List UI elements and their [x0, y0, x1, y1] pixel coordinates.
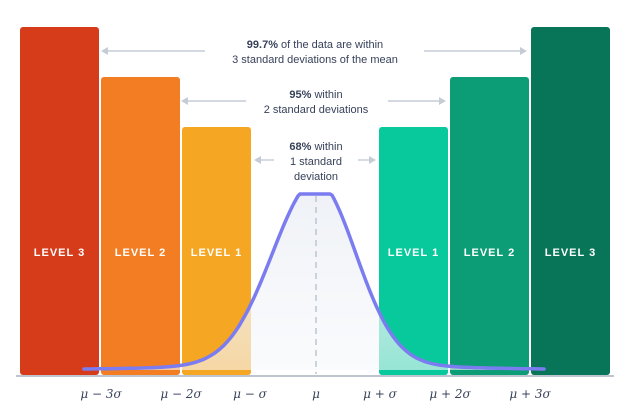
bar-level-1-right — [379, 127, 448, 375]
annotation-arrows — [101, 47, 527, 164]
annotation-1sigma-percent: 68% — [289, 141, 311, 153]
annotation-2sigma-line2: 2 standard deviations — [264, 104, 369, 116]
tick-mu-plus-sigma: μ + σ — [363, 387, 397, 401]
bar-level-3-left — [20, 27, 99, 375]
bar-label-level-2-right: LEVEL 2 — [464, 247, 515, 259]
bar-level-3-right — [531, 27, 610, 375]
annotation-2sigma-text: within — [311, 89, 342, 101]
tick-mu-minus-3sigma: μ − 3σ — [80, 387, 122, 401]
arrowhead-2sigma-left — [181, 97, 188, 105]
annotation-3sigma-line1: 99.7% of the data are within — [247, 39, 383, 51]
annotation-2sigma-percent: 95% — [289, 89, 311, 101]
bar-label-level-3-right: LEVEL 3 — [545, 247, 596, 259]
bar-label-level-3-left: LEVEL 3 — [34, 247, 85, 259]
level-bars — [20, 27, 610, 375]
annotation-2sigma-line1: 95% within — [289, 89, 342, 101]
annotation-1sigma-text: within — [311, 141, 342, 153]
tick-mu-plus-3sigma: μ + 3σ — [509, 387, 551, 401]
bell-curve-line — [82, 192, 546, 371]
annotation-3sigma-line2: 3 standard deviations of the mean — [232, 54, 398, 66]
arrowhead-1sigma-left — [254, 156, 261, 164]
tick-mu-minus-2sigma: μ − 2σ — [160, 387, 202, 401]
annotation-1sigma-line3: deviation — [294, 171, 338, 183]
arrowhead-3sigma-left — [101, 47, 108, 55]
bar-level-2-right — [450, 77, 529, 375]
tick-mu-plus-2sigma: μ + 2σ — [429, 387, 471, 401]
tick-mu-minus-sigma: μ − σ — [233, 387, 267, 401]
arrowhead-2sigma-right — [439, 97, 446, 105]
annotation-1sigma-line1: 68% within — [289, 141, 342, 153]
annotation-3sigma-percent: 99.7% — [247, 39, 278, 51]
tick-mu: μ — [312, 387, 320, 401]
arrowhead-1sigma-right — [369, 156, 376, 164]
bar-label-level-1-left: LEVEL 1 — [191, 247, 242, 259]
bar-label-level-1-right: LEVEL 1 — [388, 247, 439, 259]
annotations: 99.7% of the data are within 3 standard … — [232, 39, 398, 183]
annotation-1sigma-line2: 1 standard — [290, 156, 342, 168]
bar-label-level-2-left: LEVEL 2 — [115, 247, 166, 259]
bar-level-1-left — [182, 127, 251, 375]
arrowhead-3sigma-right — [520, 47, 527, 55]
bell-curve-area — [84, 194, 545, 370]
bar-labels: LEVEL 3 LEVEL 2 LEVEL 1 LEVEL 1 LEVEL 2 … — [34, 247, 596, 259]
bar-level-2-left — [101, 77, 180, 375]
axis-tick-labels: μ − 3σ μ − 2σ μ − σ μ μ + σ μ + 2σ μ + 3… — [80, 387, 551, 401]
annotation-3sigma-text: of the data are within — [278, 39, 383, 51]
